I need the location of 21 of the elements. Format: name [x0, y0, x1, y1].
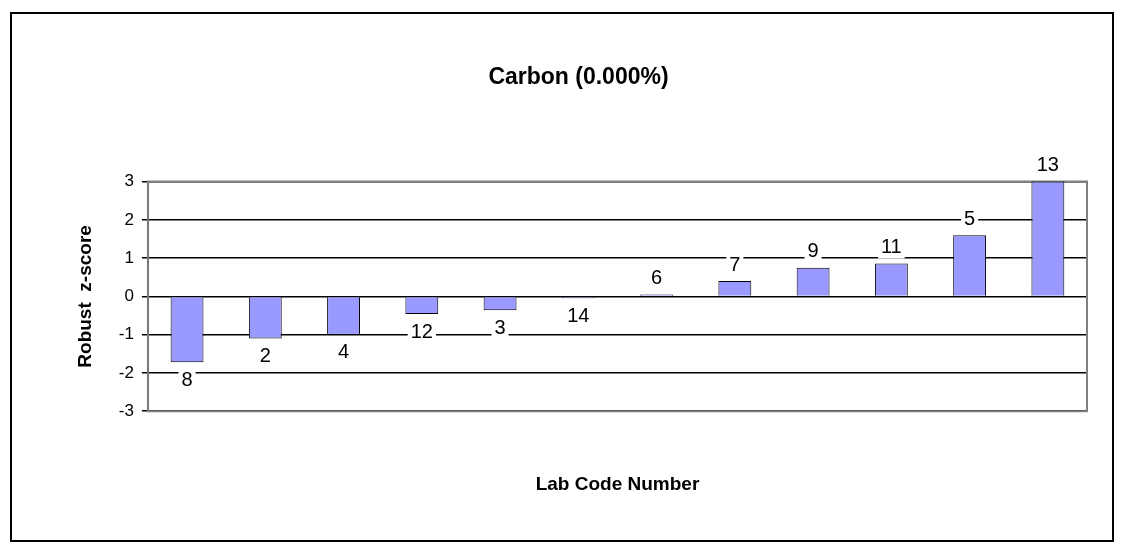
x-tick-label: 5: [964, 206, 976, 229]
y-axis-title: Robust z-score: [73, 225, 95, 368]
y-tick-label: -1: [118, 324, 134, 344]
x-tick-label: 6: [651, 266, 663, 288]
y-tick-label: -2: [118, 362, 134, 382]
x-tick-label: 7: [729, 252, 741, 275]
chart-title: Carbon (0.000%): [488, 63, 669, 90]
x-tick-label: 8: [181, 367, 193, 390]
y-tick-label: 3: [124, 171, 134, 191]
x-tick-label: 13: [1036, 153, 1059, 176]
y-tick-label: 1: [124, 247, 134, 267]
x-tick-label: 14: [567, 303, 590, 326]
x-tick-label: 3: [494, 315, 506, 338]
x-axis-title: Lab Code Number: [535, 472, 700, 494]
x-tick-label: 9: [807, 239, 819, 262]
y-tick-label: 0: [124, 286, 134, 306]
y-tick-label: 2: [124, 209, 134, 229]
x-tick-label: 11: [880, 235, 902, 258]
y-tick-label: -3: [118, 400, 134, 420]
x-tick-label: 4: [338, 340, 350, 363]
x-tick-label: 12: [410, 319, 433, 342]
